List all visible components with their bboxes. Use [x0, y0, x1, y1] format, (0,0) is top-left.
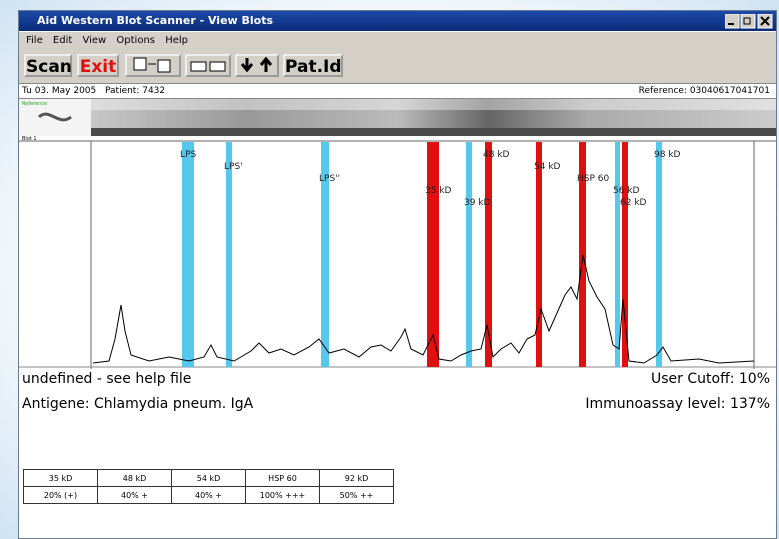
band: [615, 142, 620, 367]
blot-strip: [19, 110, 776, 128]
restore-button[interactable]: [741, 14, 755, 28]
band-label: 98 kD: [654, 150, 681, 160]
print-icon: [188, 56, 228, 74]
menu-item[interactable]: Help: [165, 35, 188, 46]
title-bar: Aid Western Blot Scanner - View Blots: [19, 11, 776, 31]
band-label: LPS': [224, 162, 243, 172]
antigen: Antigene: Chlamydia pneum. IgA: [22, 396, 253, 412]
band: [536, 142, 542, 367]
window-controls: [725, 14, 773, 29]
band: [182, 142, 194, 367]
band-label: 56 kD: [613, 186, 640, 196]
table-header: 92 kD: [320, 470, 394, 487]
band: [466, 142, 472, 367]
band: [226, 142, 232, 367]
table-header: 54 kD: [172, 470, 246, 487]
patid-button[interactable]: Pat.Id: [283, 54, 343, 77]
band-label: LPS: [180, 150, 196, 160]
status-text: undefined - see help file: [22, 371, 191, 387]
table-header: 35 kD: [24, 470, 98, 487]
minimize-button[interactable]: [725, 14, 739, 28]
table-cell: 50% ++: [320, 487, 394, 504]
menu-item[interactable]: File: [26, 35, 43, 46]
window-title: Aid Western Blot Scanner - View Blots: [37, 14, 273, 27]
reference-strip: [19, 99, 776, 110]
menu-item[interactable]: View: [82, 35, 106, 46]
toolbar: Scan Exit Pat.Id: [19, 50, 776, 84]
table-cell: 20% (+): [24, 487, 98, 504]
user-cutoff: User Cutoff: 10%: [651, 371, 770, 387]
table-cell: 40% +: [172, 487, 246, 504]
band-label: LPS'': [319, 174, 340, 184]
band-label: 54 kD: [534, 162, 561, 172]
band-label: HSP 60: [577, 174, 609, 184]
arrow-icons: [238, 56, 276, 74]
print-button[interactable]: [185, 54, 231, 77]
screen: Aid Western Blot Scanner - View Blots Fi…: [0, 0, 779, 539]
scan-button[interactable]: Scan: [24, 54, 72, 77]
move-buttons[interactable]: [235, 54, 279, 77]
blot-view: Reference Blot 1 LPS LPS' LPS'' 35 kD 39 kD 4…: [19, 99, 776, 369]
strip-label: Blot 1: [22, 136, 37, 142]
info-bar: Tu 03. May 2005 Patient: 7432 Reference:…: [19, 84, 776, 99]
table-cell: 40% +: [98, 487, 172, 504]
band-label: 39 kD: [464, 198, 491, 208]
band: [622, 142, 628, 367]
app-window: Aid Western Blot Scanner - View Blots Fi…: [18, 10, 777, 539]
copy-button[interactable]: [125, 54, 181, 77]
date: Tu 03. May 2005: [22, 84, 96, 98]
copy-icon: [128, 56, 178, 74]
menu-bar: File Edit View Options Help: [19, 32, 776, 50]
table-header: 48 kD: [98, 470, 172, 487]
reference-id: Reference: 03040617041701: [639, 84, 770, 98]
band-label: 62 kD: [620, 198, 647, 208]
patient: Patient: 7432: [105, 84, 165, 98]
table-header: HSP 60: [246, 470, 320, 487]
immunoassay-level: Immunoassay level: 137%: [585, 396, 770, 412]
result-table: 35 kD 48 kD 54 kD HSP 60 92 kD 20% (+) 4…: [23, 469, 394, 504]
band: [656, 142, 662, 367]
band: [427, 142, 439, 367]
table-cell: 100% +++: [246, 487, 320, 504]
menu-item[interactable]: Edit: [53, 35, 72, 46]
band-label: 48 kD: [483, 150, 510, 160]
menu-item[interactable]: Options: [116, 35, 155, 46]
strip-label: Reference: [22, 101, 47, 107]
exit-button[interactable]: Exit: [77, 54, 119, 77]
band-label: 35 kD: [425, 186, 452, 196]
